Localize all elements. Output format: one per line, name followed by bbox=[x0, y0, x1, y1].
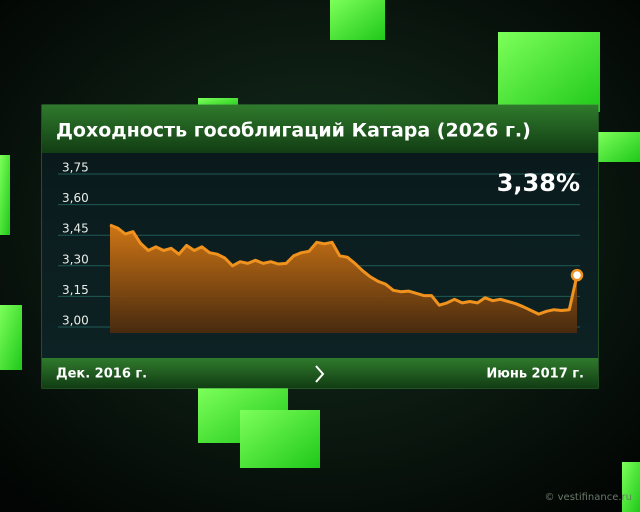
end-point bbox=[570, 268, 584, 282]
title-bar bbox=[42, 105, 598, 153]
footer-bar bbox=[42, 358, 598, 388]
y-tick-label: 3,60 bbox=[62, 191, 89, 205]
chart-title: Доходность гособлигаций Катара (2026 г.) bbox=[56, 120, 531, 142]
line bbox=[109, 223, 579, 316]
watermark: © vestifinance.ru bbox=[544, 492, 632, 503]
y-tick-label: 3,45 bbox=[62, 222, 89, 236]
x-start-label: Дек. 2016 г. bbox=[56, 367, 147, 382]
area bbox=[110, 225, 577, 333]
chevron bbox=[315, 365, 325, 383]
y-tick-label: 3,30 bbox=[62, 252, 89, 266]
y-tick-label: 3,00 bbox=[62, 314, 89, 328]
current-value: 3,38% bbox=[497, 169, 580, 197]
x-end-label: Июнь 2017 г. bbox=[486, 367, 584, 382]
plot: 3,00 3,15 3,30 3,45 3,60 3,75 bbox=[58, 161, 584, 333]
y-tick-label: 3,75 bbox=[62, 161, 89, 175]
y-tick-label: 3,15 bbox=[62, 283, 89, 297]
